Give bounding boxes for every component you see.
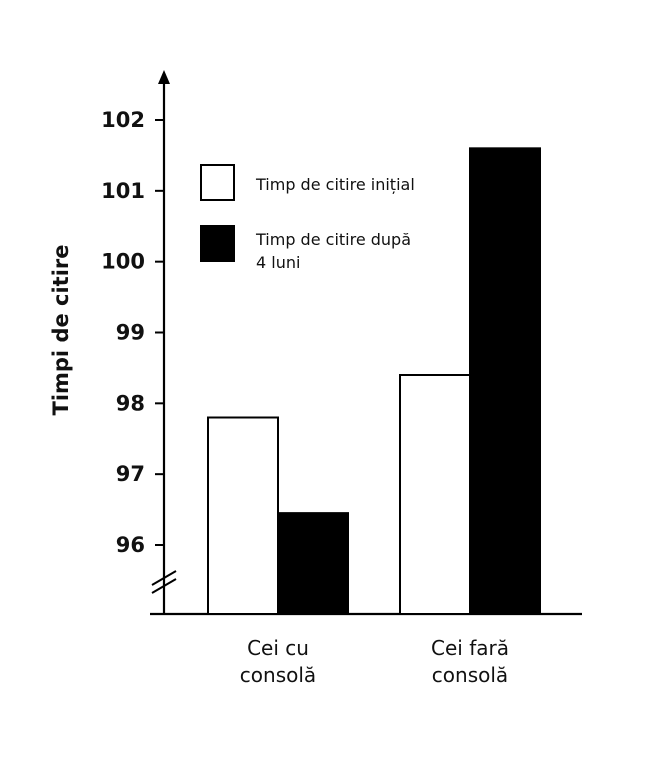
x-category-label: Cei fară	[431, 636, 509, 660]
y-tick-label: 102	[101, 108, 145, 132]
bar-initial	[399, 374, 471, 615]
x-category-label: Cei cu	[247, 636, 309, 660]
y-axis-arrow	[158, 70, 170, 84]
y-tick-label: 96	[116, 533, 145, 557]
y-tick-label: 101	[101, 179, 145, 203]
axis-break-mark	[151, 578, 177, 594]
y-axis-title: Timpi de citire	[49, 244, 73, 415]
y-tick-label: 100	[101, 250, 145, 274]
legend-label: 4 luni	[256, 253, 300, 272]
x-category-label: consolă	[432, 663, 508, 687]
legend: Timp de citire inițial Timp de citire dup…	[200, 164, 415, 272]
axis-break-mark	[151, 570, 177, 586]
legend-label: Timp de citire după	[255, 230, 411, 249]
y-axis-label: Timpi de citire	[49, 244, 73, 415]
y-tick-label: 97	[116, 462, 145, 486]
y-tick-label: 98	[116, 391, 145, 415]
x-category-label: consolă	[240, 663, 316, 687]
bar-after-4-months	[469, 147, 541, 615]
bar-initial	[207, 416, 279, 615]
legend-swatch	[200, 225, 235, 262]
bar-after-4-months	[277, 512, 349, 615]
legend-swatch	[200, 164, 235, 201]
y-tick-label: 99	[116, 321, 145, 345]
plot-area: 96 97 98 99 100 101 102 Cei cu consolă Cei fară co…	[101, 70, 582, 687]
legend-label: Timp de citire inițial	[255, 175, 415, 194]
